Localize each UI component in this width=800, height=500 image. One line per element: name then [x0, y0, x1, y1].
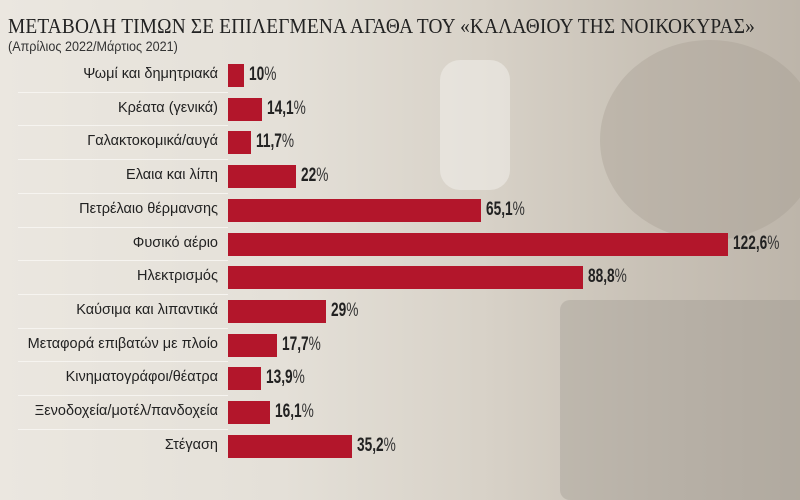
- percent-sign: %: [308, 333, 321, 355]
- value-label: 88,8%: [588, 266, 627, 288]
- bar-row: Ηλεκτρισμός 88,8%: [0, 260, 800, 294]
- category-label: Μεταφορά επιβατών με πλοίο: [27, 335, 218, 352]
- bar-row: Κρέατα (γενικά) 14,1%: [0, 91, 800, 126]
- percent-sign: %: [264, 64, 277, 85]
- value-label: 29%: [331, 300, 358, 322]
- bar: [228, 97, 262, 121]
- percent-sign: %: [614, 266, 627, 288]
- chart-subtitle: (Απρίλιος 2022/Μάρτιος 2021): [8, 38, 178, 54]
- bar-row: Στέγαση 35,2%: [0, 428, 800, 463]
- bar: [228, 198, 481, 222]
- bar-row: Καύσιμα και λιπαντικά 29%: [0, 293, 800, 328]
- category-label: Ελαια και λίπη: [126, 167, 218, 184]
- bar: [228, 266, 583, 290]
- bar-row: Ψωμί και δημητριακά 10%: [0, 58, 800, 92]
- bar-row: Φυσικό αέριο 122,6%: [0, 226, 800, 261]
- row-divider: [18, 260, 228, 262]
- value-label: 122,6%: [733, 233, 779, 255]
- percent-sign: %: [282, 131, 295, 153]
- percent-sign: %: [512, 198, 525, 220]
- row-divider: [18, 159, 228, 161]
- category-label: Στέγαση: [164, 436, 218, 453]
- row-divider: [18, 428, 228, 430]
- chart-title: ΜΕΤΑΒΟΛΗ ΤΙΜΩΝ ΣΕ ΕΠΙΛΕΓΜΕΝΑ ΑΓΑΘΑ ΤΟΥ «…: [8, 14, 756, 38]
- value-label: 17,7%: [282, 334, 321, 356]
- value-number: 88,8: [587, 266, 615, 288]
- category-label: Κινηματογράφοι/θέατρα: [65, 369, 218, 386]
- value-number: 29: [330, 299, 346, 321]
- value-label: 16,1%: [275, 401, 314, 423]
- category-label: Ηλεκτρισμός: [137, 268, 218, 285]
- row-divider: [18, 226, 228, 228]
- value-label: 13,9%: [266, 367, 305, 389]
- bar-row: Γαλακτοκομικά/αυγά 11,7%: [0, 125, 800, 159]
- bar: [228, 64, 244, 87]
- background-photo-bottle: [440, 60, 510, 190]
- bar: [228, 434, 353, 458]
- value-number: 11,7: [256, 131, 283, 153]
- category-label: Κρέατα (γενικά): [118, 99, 218, 116]
- row-divider: [18, 293, 228, 295]
- value-label: 10%: [249, 64, 276, 86]
- category-label: Καύσιμα και λιπαντικά: [76, 301, 218, 318]
- value-number: 13,9: [265, 367, 293, 389]
- percent-sign: %: [767, 232, 780, 254]
- bar: [228, 367, 261, 391]
- bar-row: Ελαια και λίπη 22%: [0, 159, 800, 193]
- bar-row: Μεταφορά επιβατών με πλοίο 17,7%: [0, 327, 800, 362]
- percent-sign: %: [293, 97, 306, 119]
- percent-sign: %: [383, 434, 397, 456]
- bar-chart: Ψωμί και δημητριακά 10% Κρέατα (γενικά) 14,…: [0, 58, 800, 463]
- bar: [228, 131, 252, 155]
- category-label: Ψωμί και δημητριακά: [83, 66, 218, 82]
- value-number: 16,1: [275, 401, 302, 422]
- value-number: 14,1: [266, 97, 294, 119]
- bar: [228, 299, 326, 323]
- value-number: 10: [249, 64, 265, 85]
- value-number: 17,7: [282, 333, 309, 355]
- category-label: Ξενοδοχεία/μοτέλ/πανδοχεία: [34, 403, 218, 419]
- row-divider: [18, 125, 228, 127]
- bar-row: Πετρέλαιο θέρμανσης 65,1%: [0, 192, 800, 227]
- value-number: 22: [300, 165, 316, 187]
- category-label: Φυσικό αέριο: [132, 234, 218, 251]
- percent-sign: %: [345, 299, 359, 321]
- bar-row: Ξενοδοχεία/μοτέλ/πανδοχεία 16,1%: [0, 395, 800, 429]
- percent-sign: %: [315, 165, 328, 187]
- value-label: 65,1%: [486, 199, 525, 221]
- background-photo-basket: [600, 40, 800, 240]
- percent-sign: %: [292, 367, 305, 389]
- row-divider: [18, 361, 228, 363]
- row-divider: [18, 327, 228, 329]
- value-label: 14,1%: [267, 98, 306, 120]
- bar-row: Κινηματογράφοι/θέατρα 13,9%: [0, 361, 800, 395]
- value-number: 65,1: [485, 198, 513, 220]
- bar: [228, 232, 729, 256]
- value-label: 35,2%: [357, 435, 396, 457]
- value-number: 35,2: [357, 434, 384, 456]
- background-photo-pipes: [560, 300, 800, 500]
- value-label: 11,7%: [256, 131, 294, 153]
- percent-sign: %: [301, 401, 315, 422]
- value-number: 122,6: [733, 232, 768, 254]
- bar: [228, 333, 278, 357]
- category-label: Πετρέλαιο θέρμανσης: [79, 200, 218, 217]
- bar: [228, 165, 296, 189]
- category-label: Γαλακτοκομικά/αυγά: [87, 133, 218, 150]
- row-divider: [18, 395, 228, 396]
- row-divider: [18, 192, 228, 194]
- row-divider: [18, 91, 228, 93]
- value-label: 22%: [301, 165, 328, 187]
- bar: [228, 401, 271, 424]
